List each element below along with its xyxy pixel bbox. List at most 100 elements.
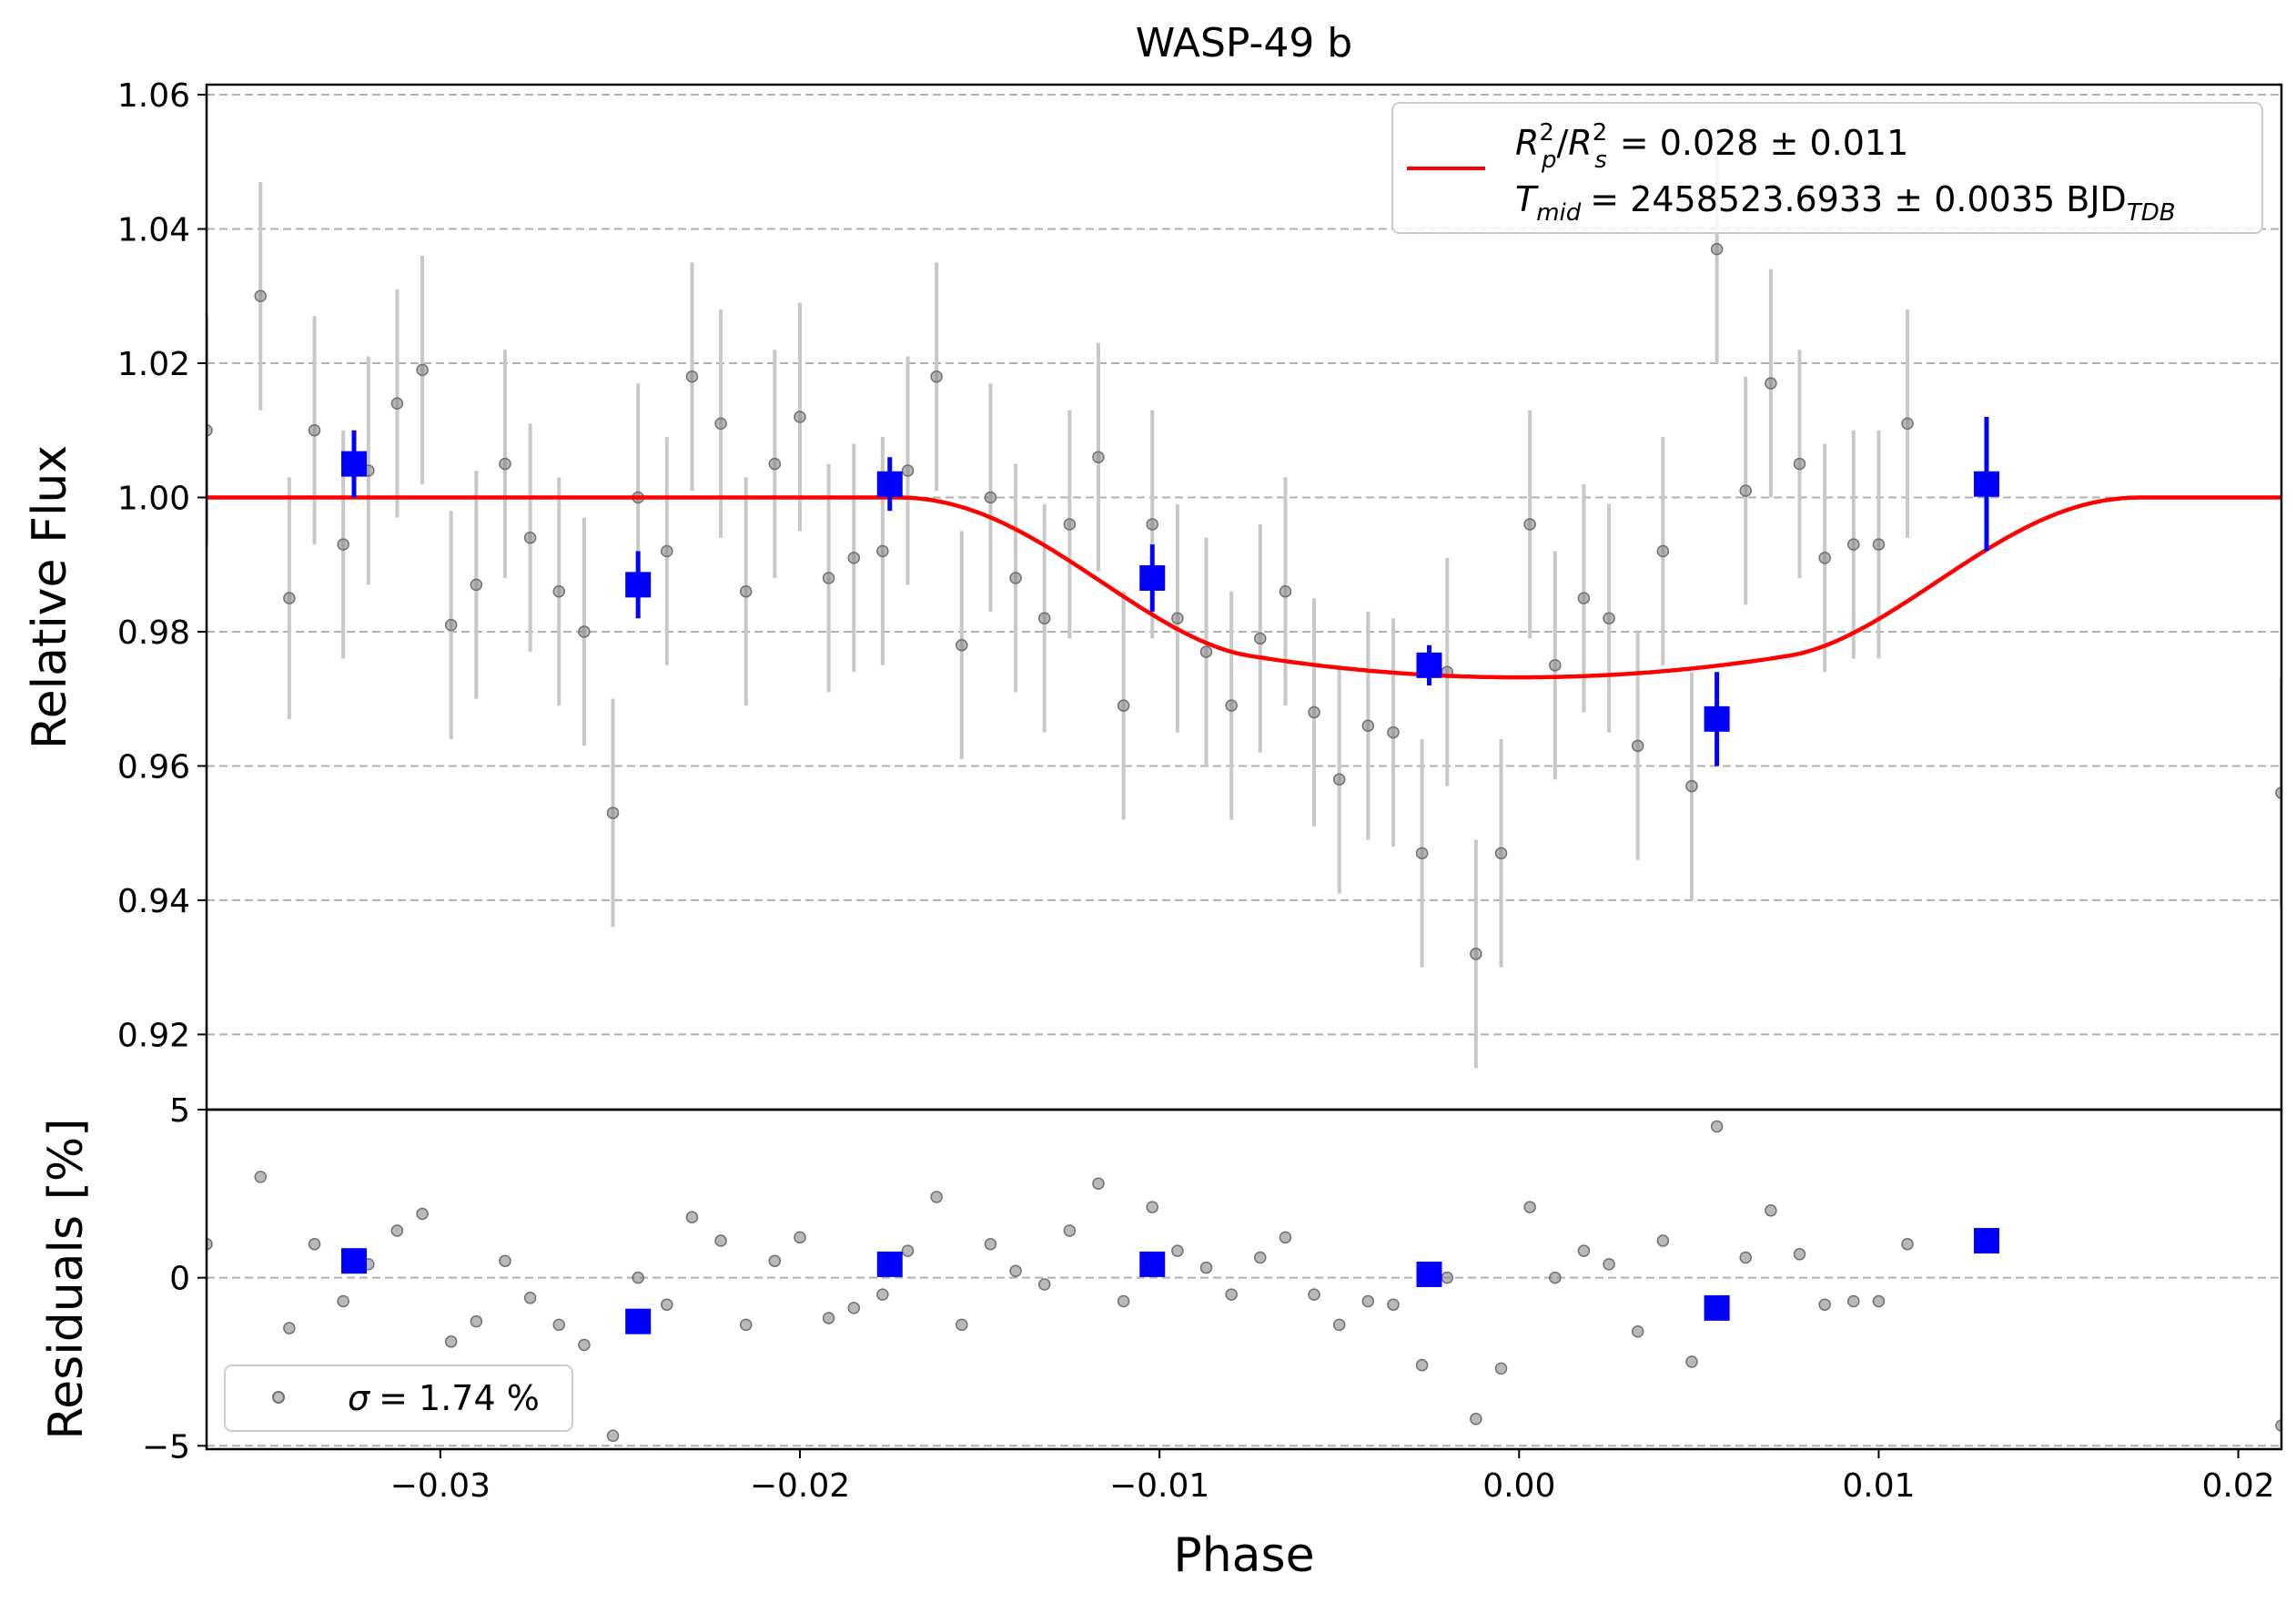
residual-raw-point	[1494, 1362, 1508, 1375]
residual-y-ticks: −5 0 5	[142, 1092, 207, 1466]
flux-raw-point	[1037, 612, 1051, 624]
residual-raw-point	[390, 1224, 404, 1237]
flux-raw-point	[523, 531, 537, 544]
flux-raw-point	[283, 592, 296, 604]
flux-y-tick-label: 0.98	[117, 614, 190, 652]
flux-y-tick-label: 0.92	[117, 1017, 190, 1054]
flux-binned-point	[1416, 652, 1442, 678]
residual-binned-point	[1139, 1251, 1166, 1277]
flux-binned-points	[341, 417, 1999, 766]
flux-raw-point	[254, 289, 268, 303]
flux-binned-point	[625, 572, 652, 598]
residual-raw-point	[1577, 1244, 1591, 1257]
residual-legend-marker	[272, 1391, 285, 1404]
flux-raw-point	[1009, 572, 1022, 584]
flux-raw-point	[1765, 377, 1777, 390]
residual-raw-point	[768, 1254, 782, 1267]
residual-raw-point	[1685, 1355, 1698, 1368]
residual-raw-point	[499, 1254, 511, 1267]
flux-raw-point	[956, 638, 968, 652]
flux-raw-point	[794, 411, 806, 423]
flux-y-tick-label: 1.04	[117, 212, 190, 249]
residual-raw-point	[1847, 1294, 1860, 1308]
flux-raw-point	[552, 584, 565, 598]
residual-binned-point	[1704, 1294, 1730, 1321]
flux-y-ticks: 0.92 0.94 0.96 0.98 1.00 1.02 1.04 1.06	[117, 77, 207, 1054]
flux-raw-point	[1308, 705, 1320, 719]
flux-raw-point	[1901, 417, 1914, 431]
flux-y-tick-label: 1.02	[117, 346, 190, 383]
residual-raw-point	[1279, 1231, 1292, 1244]
residual-y-tick-label: 5	[169, 1092, 190, 1130]
flux-gridlines	[207, 94, 2281, 1036]
flux-raw-point	[499, 457, 511, 471]
residual-raw-point	[1009, 1264, 1022, 1278]
residual-binned-point	[1973, 1228, 1999, 1254]
x-axis-label: Phase	[1173, 1528, 1314, 1583]
x-ticks: −0.03 −0.02 −0.01 0.00 0.01 0.02	[390, 1449, 2275, 1505]
flux-binned-point	[1973, 471, 1999, 497]
residual-raw-point	[847, 1302, 861, 1314]
residual-y-axis-label: Residuals [%]	[39, 1118, 94, 1439]
flux-model-curve	[207, 495, 2281, 680]
flux-axes-frame	[205, 83, 2283, 1111]
residual-raw-point	[1332, 1318, 1346, 1332]
flux-binned-point	[1704, 705, 1730, 732]
residual-raw-point	[1793, 1248, 1806, 1261]
flux-raw-point	[822, 572, 835, 584]
residual-raw-point	[444, 1335, 458, 1348]
flux-raw-point	[1523, 518, 1536, 531]
flux-raw-point	[1847, 538, 1860, 551]
flux-y-tick-label: 0.94	[117, 883, 190, 920]
residual-raw-point	[254, 1171, 268, 1183]
residual-raw-point	[1037, 1278, 1051, 1291]
residual-raw-point	[207, 1237, 213, 1251]
flux-raw-point	[1117, 699, 1130, 712]
flux-raw-point	[337, 538, 349, 551]
residual-raw-point	[2275, 1419, 2281, 1432]
flux-y-axis-label: Relative Flux	[23, 445, 77, 749]
residual-raw-point	[1656, 1234, 1670, 1247]
residual-raw-point	[685, 1211, 699, 1223]
residual-raw-point	[956, 1318, 968, 1332]
residual-raw-point	[1872, 1294, 1886, 1308]
residual-panel: −5 0 5 Residuals [%] σ = 1.74 %	[39, 1092, 2283, 1466]
flux-raw-points	[207, 135, 2281, 1069]
x-tick-label: −0.03	[390, 1467, 491, 1505]
flux-raw-point	[1063, 518, 1077, 531]
flux-raw-point	[1279, 584, 1292, 598]
flux-raw-point	[1092, 451, 1105, 464]
residual-raw-point	[632, 1271, 644, 1284]
residual-raw-point	[1415, 1358, 1429, 1372]
flux-raw-point	[1199, 645, 1213, 658]
residual-raw-point	[714, 1234, 727, 1247]
residual-raw-point	[876, 1288, 889, 1301]
residual-raw-point	[1765, 1204, 1777, 1217]
flux-raw-point	[1171, 612, 1184, 624]
residual-raw-point	[1441, 1271, 1454, 1284]
residual-raw-point	[606, 1429, 620, 1442]
residual-raw-point	[901, 1244, 915, 1257]
residual-y-tick-label: 0	[169, 1261, 190, 1298]
residual-raw-point	[1818, 1298, 1831, 1311]
residual-raw-point	[1470, 1413, 1482, 1425]
residual-raw-point	[1171, 1244, 1184, 1257]
residual-legend: σ = 1.74 %	[224, 1365, 573, 1432]
x-tick-label: −0.02	[750, 1467, 850, 1505]
flux-raw-point	[308, 424, 321, 437]
residual-binned-point	[625, 1308, 652, 1334]
residual-raw-point	[1603, 1258, 1615, 1271]
chart-title: WASP-49 b	[1136, 20, 1352, 66]
residual-raw-point	[1146, 1201, 1158, 1213]
flux-raw-point	[2275, 786, 2281, 799]
flux-raw-point	[1818, 552, 1831, 564]
flux-raw-point	[1254, 632, 1267, 645]
residual-raw-point	[1254, 1251, 1267, 1264]
flux-binned-point	[1139, 564, 1166, 591]
flux-raw-point	[470, 578, 483, 592]
residual-legend-box	[224, 1365, 573, 1432]
flux-raw-point	[1872, 538, 1886, 551]
residual-raw-point	[1225, 1288, 1238, 1301]
residual-raw-point	[1901, 1237, 1914, 1251]
